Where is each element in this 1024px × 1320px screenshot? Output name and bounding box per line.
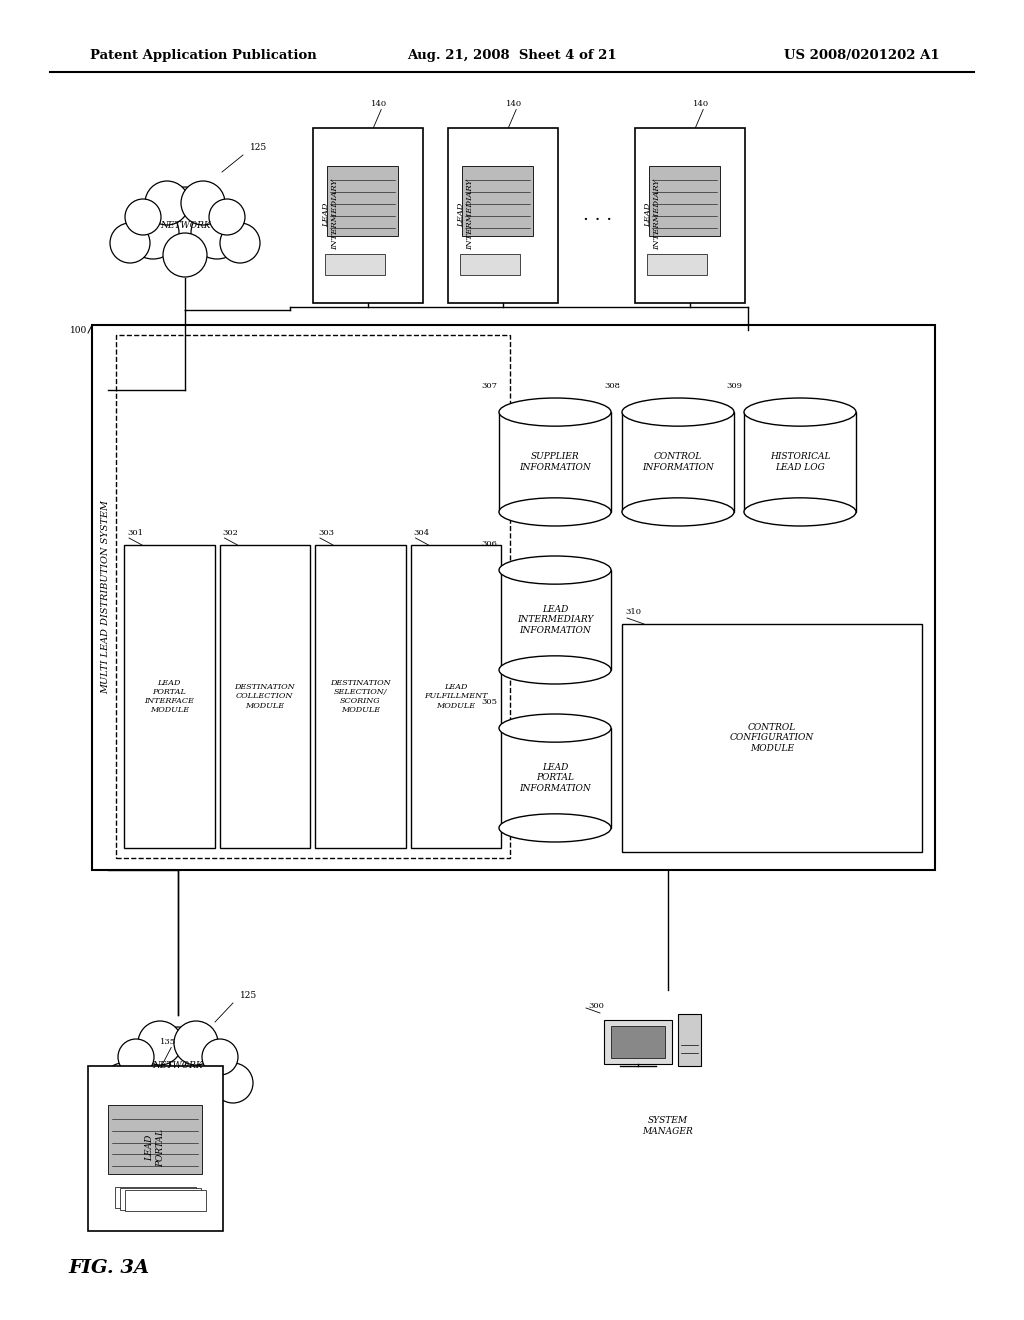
- Text: US 2008/0201202 A1: US 2008/0201202 A1: [784, 49, 940, 62]
- Text: 125: 125: [250, 143, 267, 152]
- FancyBboxPatch shape: [120, 1188, 201, 1209]
- FancyBboxPatch shape: [635, 128, 745, 302]
- Circle shape: [110, 223, 150, 263]
- Text: NETWORK: NETWORK: [153, 1060, 204, 1069]
- Text: 310: 310: [625, 609, 641, 616]
- Text: 125: 125: [240, 991, 257, 1001]
- FancyBboxPatch shape: [411, 545, 501, 847]
- Text: 304: 304: [414, 529, 430, 537]
- Ellipse shape: [499, 399, 611, 426]
- Ellipse shape: [499, 656, 611, 684]
- Circle shape: [220, 223, 260, 263]
- FancyBboxPatch shape: [124, 545, 214, 847]
- Text: 307: 307: [481, 381, 497, 389]
- Circle shape: [125, 199, 161, 235]
- Text: Patent Application Publication: Patent Application Publication: [90, 49, 316, 62]
- Circle shape: [140, 1027, 216, 1104]
- FancyBboxPatch shape: [315, 545, 406, 847]
- Ellipse shape: [622, 498, 734, 525]
- Ellipse shape: [744, 498, 856, 525]
- Text: 140: 140: [506, 99, 522, 107]
- Circle shape: [181, 181, 225, 224]
- Circle shape: [163, 234, 207, 277]
- FancyBboxPatch shape: [678, 1014, 701, 1067]
- Text: LEAD
INTERMEDIARY: LEAD INTERMEDIARY: [644, 180, 662, 251]
- Text: DESTINATION
SELECTION/
SCORING
MODULE: DESTINATION SELECTION/ SCORING MODULE: [330, 678, 390, 714]
- FancyBboxPatch shape: [327, 166, 398, 236]
- Circle shape: [118, 1039, 154, 1074]
- FancyBboxPatch shape: [744, 412, 856, 512]
- Circle shape: [213, 1063, 253, 1104]
- Text: LEAD
FULFILLMENT
MODULE: LEAD FULFILLMENT MODULE: [424, 684, 487, 710]
- Text: FIG. 3A: FIG. 3A: [68, 1259, 150, 1276]
- Text: 140: 140: [371, 99, 387, 107]
- FancyBboxPatch shape: [499, 729, 611, 828]
- FancyBboxPatch shape: [622, 412, 734, 512]
- Text: LEAD
PORTAL: LEAD PORTAL: [145, 1129, 165, 1167]
- Circle shape: [156, 1073, 200, 1117]
- Text: CONTROL
INFORMATION: CONTROL INFORMATION: [642, 453, 714, 471]
- Circle shape: [184, 1047, 236, 1100]
- Circle shape: [138, 1020, 182, 1065]
- Text: 309: 309: [726, 381, 742, 389]
- Ellipse shape: [744, 399, 856, 426]
- FancyBboxPatch shape: [460, 253, 520, 275]
- Text: DESTINATION
COLLECTION
MODULE: DESTINATION COLLECTION MODULE: [234, 684, 295, 710]
- Text: 301: 301: [127, 529, 143, 537]
- FancyBboxPatch shape: [499, 412, 611, 512]
- Ellipse shape: [499, 714, 611, 742]
- FancyBboxPatch shape: [92, 325, 935, 870]
- Text: 135: 135: [161, 1038, 176, 1045]
- FancyBboxPatch shape: [646, 253, 707, 275]
- Text: 306: 306: [481, 540, 497, 548]
- Text: Aug. 21, 2008  Sheet 4 of 21: Aug. 21, 2008 Sheet 4 of 21: [408, 49, 616, 62]
- Text: 308: 308: [604, 381, 620, 389]
- FancyBboxPatch shape: [462, 166, 534, 236]
- FancyBboxPatch shape: [87, 1065, 222, 1230]
- FancyBboxPatch shape: [325, 253, 385, 275]
- Circle shape: [147, 187, 223, 263]
- FancyBboxPatch shape: [499, 570, 611, 671]
- Text: NETWORK: NETWORK: [160, 220, 210, 230]
- FancyBboxPatch shape: [604, 1019, 672, 1064]
- Text: LEAD
INTERMEDIARY
INFORMATION: LEAD INTERMEDIARY INFORMATION: [517, 605, 593, 635]
- FancyBboxPatch shape: [125, 1189, 206, 1212]
- FancyBboxPatch shape: [649, 166, 720, 236]
- Text: SUPPLIER
INFORMATION: SUPPLIER INFORMATION: [519, 453, 591, 471]
- Text: LEAD
INTERMEDIARY: LEAD INTERMEDIARY: [457, 180, 474, 251]
- Text: MULTI LEAD DISTRIBUTION SYSTEM: MULTI LEAD DISTRIBUTION SYSTEM: [101, 500, 111, 694]
- Circle shape: [174, 1020, 218, 1065]
- Ellipse shape: [499, 556, 611, 585]
- FancyBboxPatch shape: [449, 128, 558, 302]
- Text: HISTORICAL
LEAD LOG: HISTORICAL LEAD LOG: [770, 453, 830, 471]
- Text: 300: 300: [588, 1002, 604, 1010]
- Ellipse shape: [499, 814, 611, 842]
- FancyBboxPatch shape: [115, 1187, 196, 1208]
- FancyBboxPatch shape: [108, 1105, 203, 1175]
- Text: 100: 100: [70, 326, 87, 335]
- Text: 302: 302: [222, 529, 239, 537]
- Text: 303: 303: [318, 529, 334, 537]
- Circle shape: [202, 1039, 238, 1074]
- FancyBboxPatch shape: [219, 545, 310, 847]
- Text: SYSTEM
MANAGER: SYSTEM MANAGER: [643, 1117, 693, 1135]
- Circle shape: [120, 1047, 172, 1100]
- Ellipse shape: [622, 399, 734, 426]
- Circle shape: [209, 199, 245, 235]
- Ellipse shape: [499, 498, 611, 525]
- Text: . . .: . . .: [584, 206, 612, 224]
- Circle shape: [103, 1063, 143, 1104]
- FancyBboxPatch shape: [622, 624, 922, 851]
- Text: LEAD
INTERMEDIARY: LEAD INTERMEDIARY: [322, 180, 339, 251]
- Circle shape: [127, 207, 179, 259]
- Text: LEAD
PORTAL
INFORMATION: LEAD PORTAL INFORMATION: [519, 763, 591, 793]
- Circle shape: [145, 181, 189, 224]
- Text: CONTROL
CONFIGURATION
MODULE: CONTROL CONFIGURATION MODULE: [730, 723, 814, 752]
- FancyBboxPatch shape: [610, 1026, 666, 1057]
- Text: LEAD
PORTAL
INTERFACE
MODULE: LEAD PORTAL INTERFACE MODULE: [144, 678, 195, 714]
- Text: 305: 305: [481, 698, 497, 706]
- Circle shape: [191, 207, 243, 259]
- FancyBboxPatch shape: [313, 128, 423, 302]
- Text: 140: 140: [693, 99, 709, 107]
